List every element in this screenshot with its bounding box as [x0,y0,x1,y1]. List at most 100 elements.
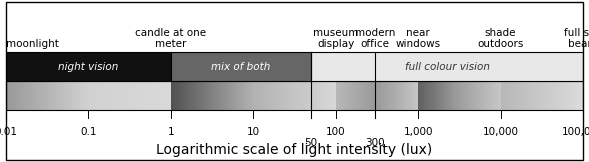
Bar [199,81,201,110]
Text: 100,000: 100,000 [562,127,589,137]
Bar [350,81,352,110]
Text: 100: 100 [326,127,346,137]
Bar [46,81,48,110]
Bar [272,81,274,110]
Bar [68,81,70,110]
Bar [20,81,22,110]
Text: 300: 300 [365,138,385,148]
Bar [111,81,112,110]
Bar [151,81,153,110]
Bar [300,81,303,110]
Bar [488,81,491,110]
Bar [52,81,54,110]
Bar [439,81,441,110]
Bar [157,81,159,110]
Bar [563,81,565,110]
Bar [292,81,294,110]
Bar [369,81,371,110]
Bar [437,81,439,110]
Bar [377,81,379,110]
Bar [32,81,34,110]
Bar [311,52,583,81]
Bar [118,81,121,110]
Bar [173,81,175,110]
Bar [307,81,309,110]
Bar [235,81,237,110]
Bar [535,81,537,110]
Bar [549,81,551,110]
Bar [313,81,316,110]
Bar [201,81,203,110]
Bar [252,81,253,110]
Bar [512,81,515,110]
Bar [569,81,571,110]
Bar [333,81,336,110]
Bar [112,81,114,110]
Text: 1,000: 1,000 [403,127,433,137]
Bar [402,81,404,110]
Bar [270,81,272,110]
Bar [531,81,533,110]
Text: Logarithmic scale of light intensity (lux): Logarithmic scale of light intensity (lu… [156,143,433,157]
Bar [288,81,290,110]
Bar [408,81,410,110]
Bar [42,81,44,110]
Bar [189,81,191,110]
Bar [458,81,459,110]
Bar [12,81,14,110]
Bar [255,81,257,110]
Bar [495,81,497,110]
Bar [104,81,107,110]
Bar [215,81,217,110]
Bar [274,81,276,110]
Bar [225,81,227,110]
Bar [171,52,311,81]
Bar [56,81,58,110]
Bar [363,81,365,110]
Bar [392,81,393,110]
Text: 0.01: 0.01 [0,127,18,137]
Bar [6,52,583,81]
Bar [108,81,111,110]
Bar [266,81,267,110]
Bar [247,81,249,110]
Bar [161,81,163,110]
Bar [98,81,100,110]
Bar [537,81,539,110]
Bar [352,81,355,110]
Bar [16,81,18,110]
Bar [88,81,90,110]
Bar [135,81,137,110]
Bar [60,81,62,110]
Text: 1: 1 [167,127,174,137]
Bar [359,81,360,110]
Bar [24,81,26,110]
Text: full sun
beam: full sun beam [564,28,589,49]
Bar [34,81,36,110]
Bar [579,81,581,110]
Bar [431,81,433,110]
Bar [90,81,92,110]
Bar [305,81,307,110]
Bar [375,81,377,110]
Bar [185,81,187,110]
Bar [541,81,543,110]
Bar [309,81,311,110]
Bar [418,81,421,110]
Bar [482,81,484,110]
Bar [133,81,135,110]
Bar [464,81,466,110]
Bar [521,81,523,110]
Bar [338,81,340,110]
Bar [195,81,197,110]
Bar [383,81,385,110]
Bar [107,81,108,110]
Bar [421,81,422,110]
Bar [478,81,480,110]
Bar [177,81,179,110]
Bar [336,81,338,110]
Bar [348,81,350,110]
Bar [267,81,270,110]
Bar [211,81,213,110]
Bar [433,81,435,110]
